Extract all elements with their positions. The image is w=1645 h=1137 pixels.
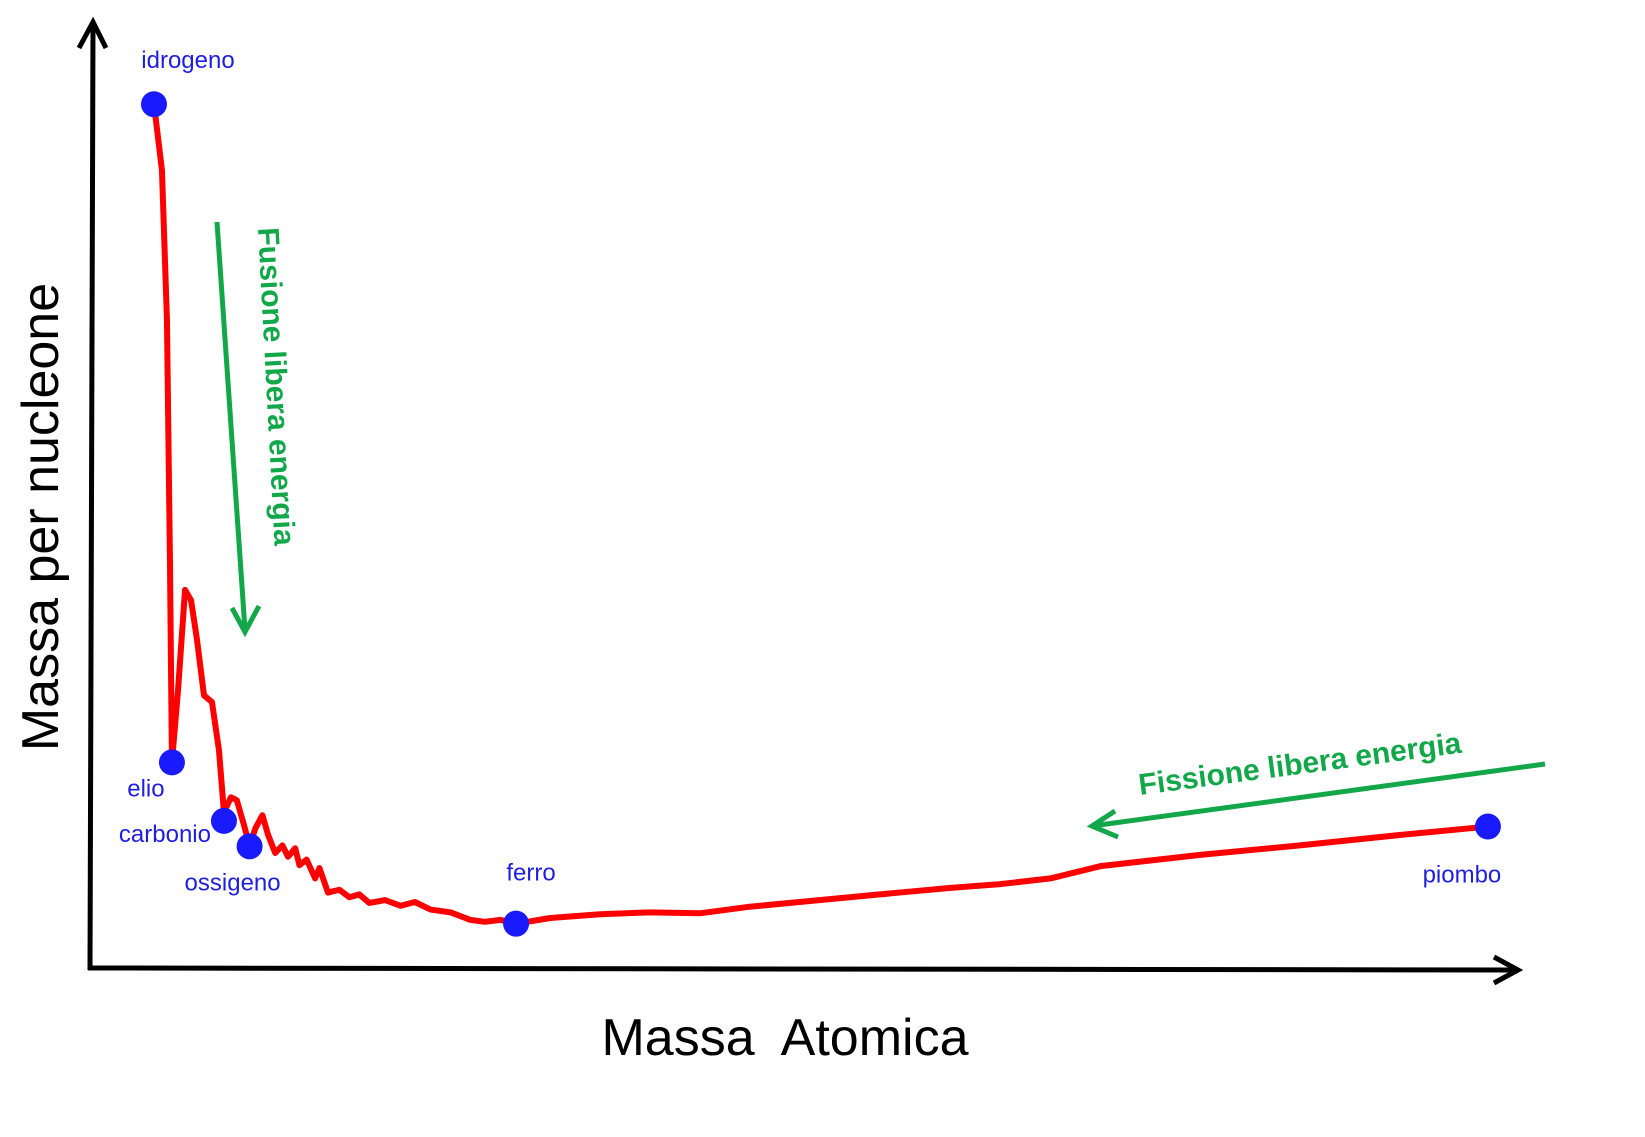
point-elio bbox=[158, 749, 185, 776]
point-label-carbonio: carbonio bbox=[119, 821, 211, 848]
point-piombo bbox=[1474, 813, 1501, 840]
fission-annotation: Fissione libera energia bbox=[1137, 727, 1464, 802]
point-idrogeno bbox=[140, 91, 167, 118]
fusion-arrowhead bbox=[229, 604, 262, 638]
point-label-ossigeno: ossigeno bbox=[185, 869, 281, 896]
point-ferro bbox=[503, 910, 530, 937]
fission-arrowhead bbox=[1086, 808, 1119, 840]
fusion-annotation: Fusione libera energia bbox=[251, 227, 301, 547]
point-label-ferro: ferro bbox=[506, 860, 555, 887]
y-axis-label: Massa per nucleone bbox=[12, 283, 70, 751]
point-label-piombo: piombo bbox=[1423, 862, 1502, 889]
fusion-arrow bbox=[214, 221, 248, 631]
x-axis-label: Massa Atomica bbox=[601, 1009, 968, 1067]
x-axis-arrowhead bbox=[1492, 954, 1524, 986]
fission-arrow bbox=[1091, 761, 1546, 829]
x-axis bbox=[87, 965, 1519, 973]
y-axis-arrowhead bbox=[76, 16, 109, 50]
point-label-elio: elio bbox=[127, 775, 164, 802]
point-carbonio bbox=[210, 807, 237, 834]
curve-line bbox=[151, 103, 1489, 927]
y-axis bbox=[87, 24, 96, 971]
point-label-idrogeno: idrogeno bbox=[141, 47, 234, 74]
point-ossigeno bbox=[236, 833, 263, 860]
